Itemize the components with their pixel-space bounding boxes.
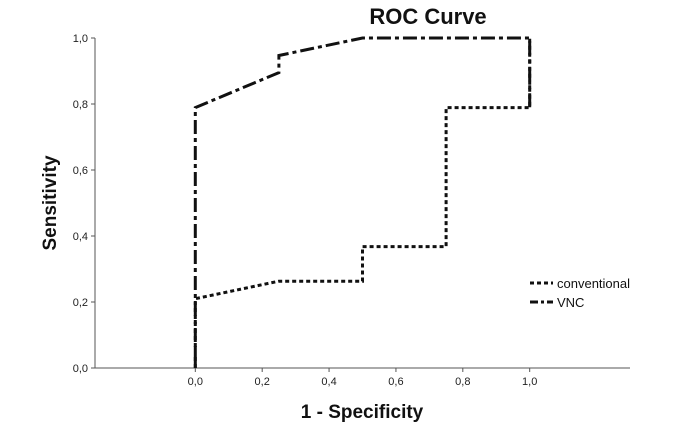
series-layer xyxy=(193,36,532,368)
x-tick-label: 0,0 xyxy=(188,376,203,388)
legend: conventional VNC xyxy=(530,276,630,310)
x-tick-label: 1,0 xyxy=(522,376,537,388)
legend-label: conventional xyxy=(557,276,630,291)
x-tick-label: 0,8 xyxy=(455,376,470,388)
legend-label: VNC xyxy=(557,295,584,310)
x-axis-title: 1 - Specificity xyxy=(301,402,424,423)
y-axis-ticks: 0,0 0,2 0,4 0,6 0,8 1,0 xyxy=(73,33,95,375)
x-axis-ticks: 0,0 0,2 0,4 0,6 0,8 1,0 xyxy=(188,368,537,388)
series-line-vnc xyxy=(193,36,532,368)
y-tick-label: 0,2 xyxy=(73,297,88,309)
chart-title: ROC Curve xyxy=(369,4,486,29)
y-tick-label: 0,6 xyxy=(73,165,88,177)
plot-frame xyxy=(94,38,630,369)
y-tick-label: 0,8 xyxy=(73,99,88,111)
x-tick-label: 0,2 xyxy=(255,376,270,388)
y-tick-label: 1,0 xyxy=(73,33,88,45)
y-tick-label: 0,4 xyxy=(73,231,88,243)
y-tick-label: 0,0 xyxy=(73,363,88,375)
x-tick-label: 0,6 xyxy=(388,376,403,388)
x-tick-label: 0,4 xyxy=(321,376,336,388)
y-axis-title: Sensitivity xyxy=(40,155,61,250)
